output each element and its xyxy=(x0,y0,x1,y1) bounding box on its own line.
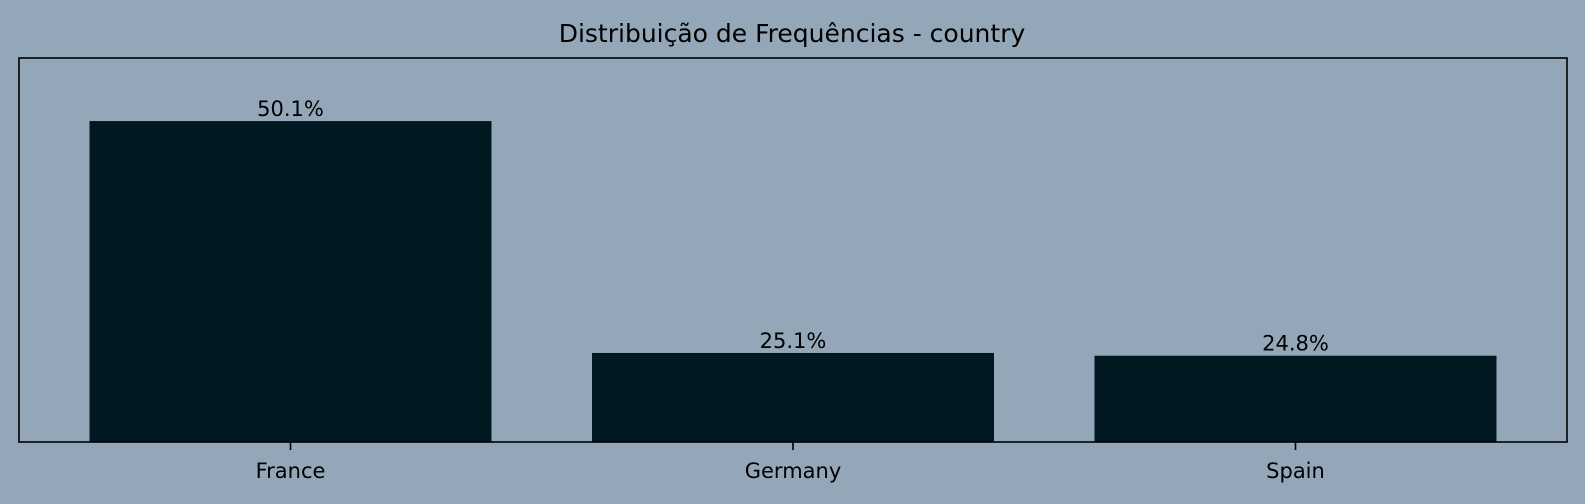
data-labels-group: 50.1% 25.1% 24.8% xyxy=(257,97,1329,356)
x-tick-label-germany: Germany xyxy=(745,459,842,483)
bar-france xyxy=(89,121,492,443)
bars-group xyxy=(89,121,1497,443)
bar-spain xyxy=(1094,355,1497,442)
x-tick-label-france: France xyxy=(256,459,326,483)
chart-title: Distribuição de Frequências - country xyxy=(559,19,1026,48)
data-label-spain: 24.8% xyxy=(1262,332,1329,356)
x-tick-label-spain: Spain xyxy=(1266,459,1325,483)
data-label-germany: 25.1% xyxy=(760,329,827,353)
x-axis-ticks-group: France Germany Spain xyxy=(256,442,1325,483)
bar-germany xyxy=(592,352,994,442)
data-label-france: 50.1% xyxy=(257,97,324,121)
